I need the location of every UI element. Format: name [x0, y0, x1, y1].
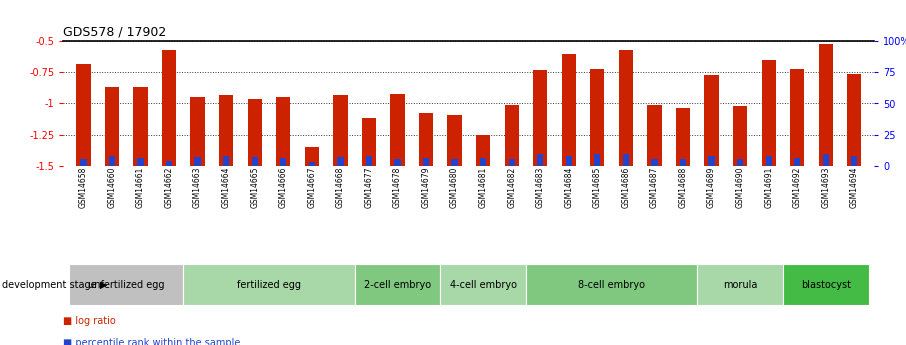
Bar — [622, 155, 629, 166]
Bar — [105, 87, 119, 166]
Bar — [533, 70, 547, 166]
Bar — [190, 97, 205, 166]
Bar — [537, 155, 544, 166]
Text: unfertilized egg: unfertilized egg — [88, 280, 165, 289]
Bar — [419, 114, 433, 166]
Bar — [276, 97, 291, 166]
Bar — [676, 108, 690, 166]
Bar — [565, 156, 572, 166]
Bar — [304, 147, 319, 166]
Bar — [366, 156, 372, 166]
Text: 8-cell embryo: 8-cell embryo — [578, 280, 645, 289]
Bar — [651, 159, 658, 166]
Bar — [423, 158, 429, 166]
Bar — [790, 69, 805, 166]
Bar — [252, 157, 258, 166]
Bar — [647, 105, 661, 166]
Bar — [594, 155, 601, 166]
Bar — [361, 118, 376, 166]
Bar — [109, 156, 115, 166]
Bar — [762, 60, 776, 166]
Text: 2-cell embryo: 2-cell embryo — [364, 280, 431, 289]
Bar — [476, 135, 490, 166]
Text: blastocyst: blastocyst — [801, 280, 851, 289]
Bar — [733, 106, 747, 166]
Text: ■ percentile rank within the sample: ■ percentile rank within the sample — [63, 338, 241, 345]
Text: fertilized egg: fertilized egg — [237, 280, 301, 289]
Text: GDS578 / 17902: GDS578 / 17902 — [63, 26, 167, 39]
Text: morula: morula — [723, 280, 757, 289]
Bar — [138, 158, 144, 166]
Bar — [219, 95, 234, 166]
Bar — [394, 159, 400, 166]
Bar — [704, 75, 718, 166]
Bar — [590, 69, 604, 166]
Bar — [680, 159, 686, 166]
Bar — [162, 50, 176, 166]
Text: ■ log ratio: ■ log ratio — [63, 316, 116, 326]
Text: 4-cell embryo: 4-cell embryo — [449, 280, 516, 289]
Bar — [337, 157, 343, 166]
Bar — [448, 115, 462, 166]
Bar — [794, 158, 800, 166]
Bar — [508, 159, 515, 166]
Bar — [390, 93, 405, 166]
Bar — [195, 157, 201, 166]
Bar — [851, 156, 857, 166]
Bar — [333, 95, 348, 166]
Bar — [766, 156, 772, 166]
Bar — [309, 162, 315, 166]
Bar — [737, 159, 743, 166]
Text: development stage ▶: development stage ▶ — [2, 280, 107, 289]
Bar — [619, 50, 633, 166]
Bar — [280, 158, 286, 166]
Bar — [819, 44, 833, 166]
Bar — [133, 87, 148, 166]
Bar — [823, 155, 829, 166]
Bar — [166, 161, 172, 166]
Bar — [76, 64, 91, 166]
Bar — [81, 159, 87, 166]
Bar — [708, 156, 715, 166]
Bar — [480, 158, 487, 166]
Bar — [223, 156, 229, 166]
Bar — [847, 74, 862, 166]
Bar — [247, 99, 262, 166]
Bar — [451, 159, 458, 166]
Bar — [562, 54, 576, 166]
Bar — [505, 105, 519, 166]
